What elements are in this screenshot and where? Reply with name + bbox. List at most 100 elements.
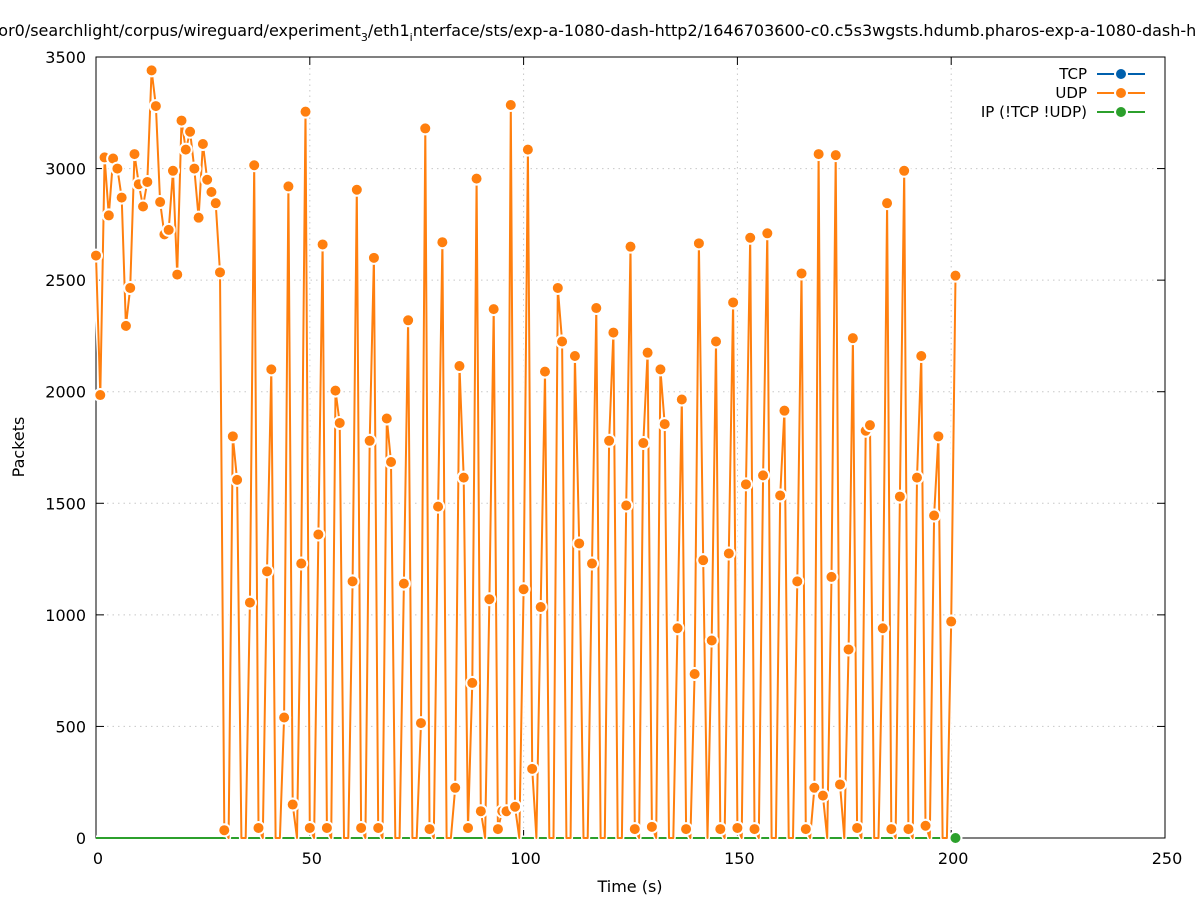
data-point — [914, 349, 929, 364]
data-point — [127, 147, 142, 162]
data-point — [165, 163, 180, 178]
x-tick-label: 100 — [510, 849, 541, 868]
data-point — [627, 822, 642, 837]
data-point — [435, 235, 450, 250]
data-point — [572, 536, 587, 551]
y-tick-label: 3000 — [45, 160, 86, 179]
data-point — [640, 345, 655, 360]
data-point — [264, 362, 279, 377]
data-point — [332, 415, 347, 430]
data-point — [349, 182, 364, 197]
data-point — [144, 63, 159, 78]
data-point — [371, 820, 386, 835]
data-point — [892, 489, 907, 504]
data-point — [366, 250, 381, 265]
data-point — [260, 564, 275, 579]
data-point — [170, 267, 185, 282]
data-point — [585, 556, 600, 571]
data-point — [110, 161, 125, 176]
data-point — [277, 710, 292, 725]
data-point — [187, 161, 202, 176]
data-point — [251, 820, 266, 835]
y-tick-label: 0 — [76, 829, 86, 848]
legend-label: UDP — [1055, 84, 1087, 102]
y-tick-label: 2500 — [45, 271, 86, 290]
data-point — [362, 433, 377, 448]
data-point — [490, 822, 505, 837]
data-point — [503, 97, 518, 112]
data-point — [670, 621, 685, 636]
data-point — [897, 163, 912, 178]
x-tick-label: 250 — [1152, 849, 1183, 868]
data-point — [473, 804, 488, 819]
data-point — [520, 142, 535, 157]
data-point — [875, 621, 890, 636]
data-point — [396, 576, 411, 591]
data-point — [101, 208, 116, 223]
data-point — [200, 172, 215, 187]
data-point — [948, 268, 963, 283]
data-point — [606, 325, 621, 340]
legend-marker — [1114, 86, 1128, 100]
data-point — [525, 761, 540, 776]
data-point — [674, 392, 689, 407]
data-point — [140, 174, 155, 189]
data-point — [824, 569, 839, 584]
data-point — [422, 822, 437, 837]
data-point — [845, 331, 860, 346]
data-point — [413, 716, 428, 731]
data-point — [704, 633, 719, 648]
data-point — [657, 417, 672, 432]
data-point — [161, 222, 176, 237]
data-point — [345, 574, 360, 589]
data-point — [136, 199, 151, 214]
y-tick-label: 1000 — [45, 606, 86, 625]
data-point — [281, 179, 296, 194]
data-point — [589, 301, 604, 316]
x-tick-label: 200 — [938, 849, 969, 868]
data-point — [93, 388, 108, 403]
data-point — [555, 334, 570, 349]
data-point — [948, 831, 963, 845]
data-point — [730, 820, 745, 835]
data-point — [148, 99, 163, 114]
data-point — [713, 822, 728, 837]
data-point — [653, 362, 668, 377]
data-point — [89, 248, 103, 263]
x-tick-label: 50 — [302, 849, 322, 868]
data-point — [777, 403, 792, 418]
series-line — [95, 69, 957, 839]
data-point — [178, 142, 193, 157]
data-point — [691, 236, 706, 251]
data-point — [909, 470, 924, 485]
data-point — [230, 472, 245, 487]
data-point — [461, 820, 476, 835]
data-point — [213, 265, 228, 280]
y-tick-label: 2000 — [45, 383, 86, 402]
data-point — [418, 121, 433, 136]
series-udp — [89, 63, 963, 841]
data-point — [217, 823, 232, 838]
x-tick-label: 150 — [724, 849, 755, 868]
data-point — [862, 418, 877, 433]
data-point — [773, 488, 788, 503]
data-point — [328, 383, 343, 398]
data-point — [850, 820, 865, 835]
data-point — [798, 822, 813, 837]
series-layer — [89, 63, 963, 845]
data-point — [174, 113, 189, 128]
data-point — [354, 820, 369, 835]
legend-label: IP (!TCP !UDP) — [981, 103, 1087, 121]
data-point — [401, 313, 416, 328]
data-point — [183, 124, 198, 139]
data-point — [747, 822, 762, 837]
data-point — [709, 334, 724, 349]
legend-label: TCP — [1058, 65, 1087, 83]
data-point — [195, 137, 210, 152]
data-point — [833, 777, 848, 792]
data-point — [285, 797, 300, 812]
y-axis-label: Packets — [9, 417, 28, 478]
data-point — [114, 190, 129, 205]
data-point — [794, 266, 809, 281]
